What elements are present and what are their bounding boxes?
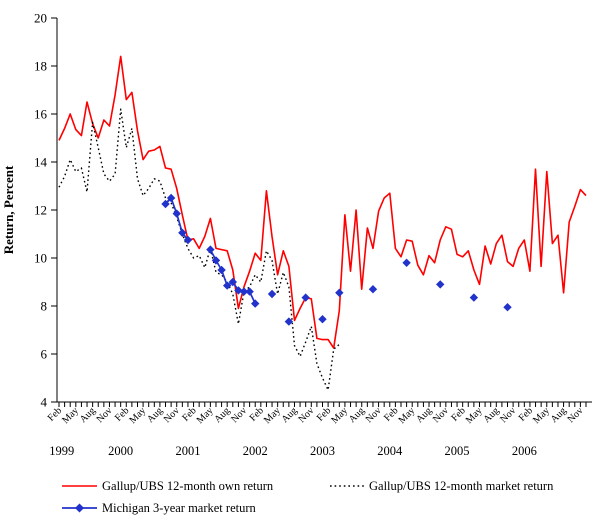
- x-month-label: Feb: [113, 405, 131, 423]
- michigan-diamond-marker: [335, 288, 344, 297]
- michigan-diamond-marker: [166, 193, 176, 203]
- x-month-label: Nov: [95, 405, 115, 425]
- x-month-label: May: [329, 405, 350, 426]
- x-month-label: Nov: [229, 405, 249, 425]
- y-tick-label: 16: [34, 107, 48, 122]
- michigan-diamond-marker: [469, 293, 479, 302]
- michigan-diamond-marker: [318, 315, 327, 324]
- michigan-diamond-marker: [239, 287, 249, 296]
- y-tick-label: 12: [34, 203, 47, 218]
- own-return-line: [58, 55, 587, 349]
- x-month-label: Feb: [248, 405, 266, 423]
- michigan-diamond-marker: [503, 303, 512, 312]
- michigan-diamond-marker: [245, 287, 254, 296]
- michigan-diamond-marker: [211, 256, 221, 265]
- x-month-label: May: [195, 405, 216, 426]
- y-tick-label: 10: [34, 251, 47, 266]
- x-month-label: Aug: [212, 405, 232, 425]
- x-year-label: 2002: [243, 444, 268, 458]
- michigan-diamond-marker: [217, 265, 226, 275]
- michigan-diamond-marker: [228, 277, 237, 287]
- x-month-label: Feb: [449, 405, 467, 423]
- y-axis-title: Return, Percent: [1, 165, 16, 254]
- x-month-label: Aug: [481, 405, 501, 425]
- michigan-diamond-marker: [172, 209, 181, 218]
- y-tick-label: 14: [34, 155, 48, 170]
- x-year-label: 2001: [175, 444, 200, 458]
- x-month-label: Nov: [162, 405, 182, 425]
- michigan-diamond-marker: [284, 317, 294, 326]
- x-month-label: Aug: [549, 405, 569, 425]
- michigan-diamond-marker: [402, 258, 411, 267]
- x-month-label: Aug: [145, 405, 165, 425]
- michigan-diamond-marker: [222, 281, 232, 290]
- legend-market-return-label: Gallup/UBS 12-month market return: [369, 479, 554, 493]
- axes: 468101214161820FebMayAugNovFebMayAugNovF…: [34, 11, 592, 458]
- y-tick-label: 4: [41, 395, 48, 410]
- michigan-diamond-marker: [436, 280, 445, 289]
- michigan-diamond-marker: [178, 228, 187, 237]
- x-month-label: Nov: [296, 405, 316, 425]
- x-month-label: May: [262, 405, 283, 426]
- x-month-label: Feb: [517, 405, 535, 423]
- x-year-label: 2006: [512, 444, 537, 458]
- series-lines: [58, 55, 587, 391]
- michigan-diamond-marker: [161, 199, 170, 209]
- x-year-label: 2003: [310, 444, 335, 458]
- michigan-diamond-marker: [251, 299, 260, 308]
- y-tick-label: 20: [34, 11, 47, 26]
- x-month-label: May: [60, 405, 81, 426]
- x-month-label: May: [127, 405, 148, 426]
- x-month-label: Nov: [498, 405, 518, 425]
- legend: Gallup/UBS 12-month own return Gallup/UB…: [62, 479, 554, 515]
- market-return-line: [58, 108, 340, 391]
- x-year-label: 1999: [49, 444, 74, 458]
- x-month-label: Feb: [382, 405, 400, 423]
- y-tick-label: 18: [34, 59, 47, 74]
- michigan-diamond-marker: [267, 289, 277, 299]
- x-month-label: Aug: [280, 405, 300, 425]
- x-month-label: Aug: [78, 405, 98, 425]
- x-month-label: Feb: [315, 405, 333, 423]
- x-month-label: Feb: [180, 405, 198, 423]
- michigan-diamond-marker: [183, 235, 193, 245]
- x-year-label: 2004: [377, 444, 403, 458]
- legend-own-return-label: Gallup/UBS 12-month own return: [102, 479, 274, 493]
- michigan-diamond-marker: [368, 285, 378, 294]
- legend-michigan-diamond-icon: [75, 503, 84, 513]
- michigan-diamond-marker: [206, 245, 215, 254]
- x-month-label: Nov: [364, 405, 384, 425]
- x-month-label: Nov: [431, 405, 451, 425]
- x-month-label: Feb: [46, 405, 64, 423]
- y-tick-label: 6: [41, 347, 48, 362]
- x-month-label: May: [464, 405, 485, 426]
- x-year-label: 2005: [445, 444, 470, 458]
- y-tick-label: 8: [41, 299, 48, 314]
- michigan-diamond-marker: [301, 293, 310, 302]
- x-month-label: May: [397, 405, 418, 426]
- x-month-label: May: [531, 405, 552, 426]
- x-month-label: Aug: [414, 405, 434, 425]
- x-month-label: Aug: [347, 405, 367, 425]
- x-year-label: 2000: [108, 444, 133, 458]
- legend-michigan-label: Michigan 3-year market return: [102, 501, 257, 515]
- x-month-label: Nov: [566, 405, 586, 425]
- michigan-diamond-marker: [234, 286, 243, 295]
